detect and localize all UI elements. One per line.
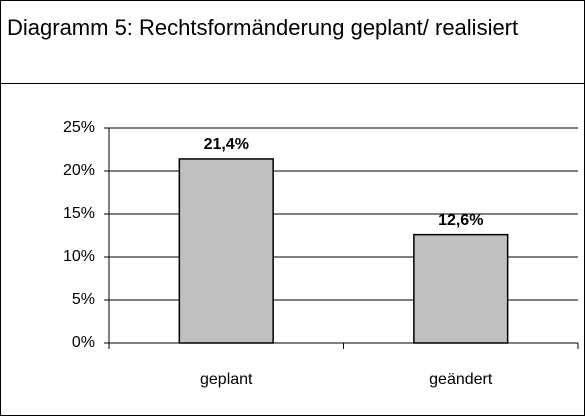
y-tick-label: 5%	[72, 291, 95, 308]
y-tick-label: 25%	[63, 119, 95, 136]
y-tick-label: 20%	[63, 162, 95, 179]
bar	[413, 233, 509, 344]
y-tick-label: 15%	[63, 205, 95, 222]
x-tick-label: geplant	[200, 371, 253, 388]
bar	[178, 158, 274, 344]
data-label: 21,4%	[204, 136, 249, 153]
x-tick-label: geändert	[429, 371, 493, 388]
chart-title: Diagramm 5: Rechtsformänderung geplant/ …	[7, 15, 519, 40]
title-separator	[1, 83, 584, 84]
y-tick-label: 0%	[72, 334, 95, 351]
data-label: 12,6%	[438, 212, 483, 229]
y-tick-label: 10%	[63, 248, 95, 265]
